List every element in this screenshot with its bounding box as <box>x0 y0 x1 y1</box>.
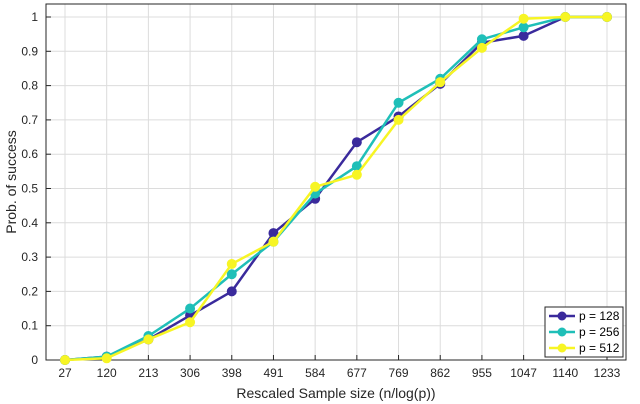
x-tick-label: 213 <box>138 366 158 380</box>
legend-label: p = 128 <box>579 309 620 323</box>
data-point <box>476 34 487 45</box>
y-tick-label: 0 <box>31 353 38 367</box>
data-point <box>435 77 446 88</box>
data-point <box>518 30 529 41</box>
series-3 <box>60 12 612 365</box>
legend-swatch-marker <box>557 311 567 321</box>
y-tick-label: 0.8 <box>21 79 38 93</box>
data-point <box>226 286 237 297</box>
series-layer <box>60 12 612 365</box>
data-point <box>518 22 529 33</box>
x-tick-label: 862 <box>430 366 450 380</box>
x-tick-label: 955 <box>472 366 492 380</box>
data-point <box>560 12 571 22</box>
x-axis-label: Rescaled Sample size (n/log(p)) <box>236 385 435 401</box>
x-tick-label: 1233 <box>594 366 621 380</box>
data-point <box>393 97 404 108</box>
y-tick-label: 0.2 <box>21 284 38 298</box>
data-point <box>226 269 237 280</box>
x-tick-label: 677 <box>347 366 367 380</box>
data-point <box>476 42 487 53</box>
plot-frame <box>45 3 627 361</box>
x-axis-ticks: 27 120 213 306 398 491 584 677 769 862 955 1047 1140… <box>58 355 621 380</box>
data-point <box>185 303 196 314</box>
x-tick-label: 769 <box>389 366 409 380</box>
y-tick-label: 0.4 <box>21 216 38 230</box>
x-tick-label: 1047 <box>510 366 537 380</box>
legend-item: p = 128 <box>549 309 620 323</box>
data-point <box>393 114 404 125</box>
y-tick-label: 0.5 <box>21 182 38 196</box>
x-tick-label: 398 <box>222 366 242 380</box>
legend-item: p = 256 <box>549 325 620 339</box>
data-point <box>60 355 70 365</box>
data-point <box>143 334 154 345</box>
x-tick-label: 1140 <box>552 366 578 380</box>
y-tick-label: 0.6 <box>21 147 38 161</box>
y-tick-label: 0.3 <box>21 250 38 264</box>
data-point <box>518 13 529 24</box>
y-tick-label: 0.1 <box>21 319 38 333</box>
legend: p = 128 p = 256 p = 512 <box>544 306 624 358</box>
data-point <box>351 137 362 148</box>
data-point <box>310 181 321 192</box>
y-axis-label: Prob. of success <box>3 130 19 234</box>
x-tick-label: 27 <box>58 366 72 380</box>
legend-label: p = 256 <box>579 325 620 339</box>
x-tick-label: 491 <box>263 366 283 380</box>
series-line <box>64 15 607 362</box>
data-point <box>185 317 196 328</box>
data-point <box>268 236 279 247</box>
legend-label: p = 512 <box>579 341 620 355</box>
data-point <box>226 258 237 269</box>
data-point <box>351 169 362 180</box>
y-tick-label: 1 <box>31 10 38 24</box>
legend-item: p = 512 <box>549 341 620 355</box>
y-axis-ticks: 0 0.1 0.2 0.3 0.4 0.5 0.6 0.7 0.8 0.9 1 <box>21 10 51 367</box>
x-tick-label: 306 <box>180 366 200 380</box>
data-point <box>101 353 112 364</box>
data-point <box>602 12 612 22</box>
x-tick-label: 584 <box>305 366 325 380</box>
y-tick-label: 0.7 <box>21 113 38 127</box>
y-tick-label: 0.9 <box>21 44 38 58</box>
x-tick-label: 120 <box>97 366 117 380</box>
legend-swatch-marker <box>557 343 567 353</box>
legend-swatch-marker <box>557 327 567 337</box>
